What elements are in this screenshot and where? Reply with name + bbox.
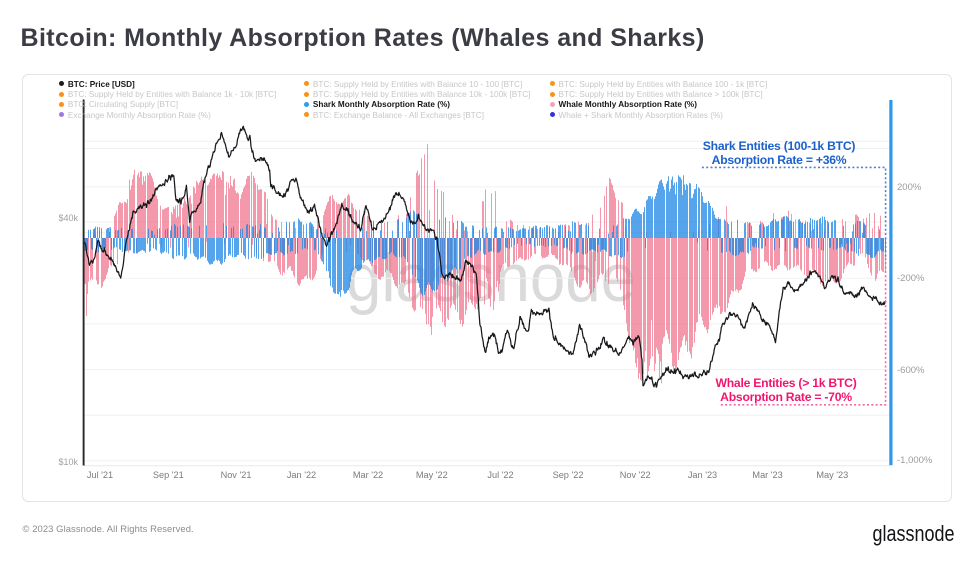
svg-text:glassnode: glassnode (873, 521, 955, 546)
